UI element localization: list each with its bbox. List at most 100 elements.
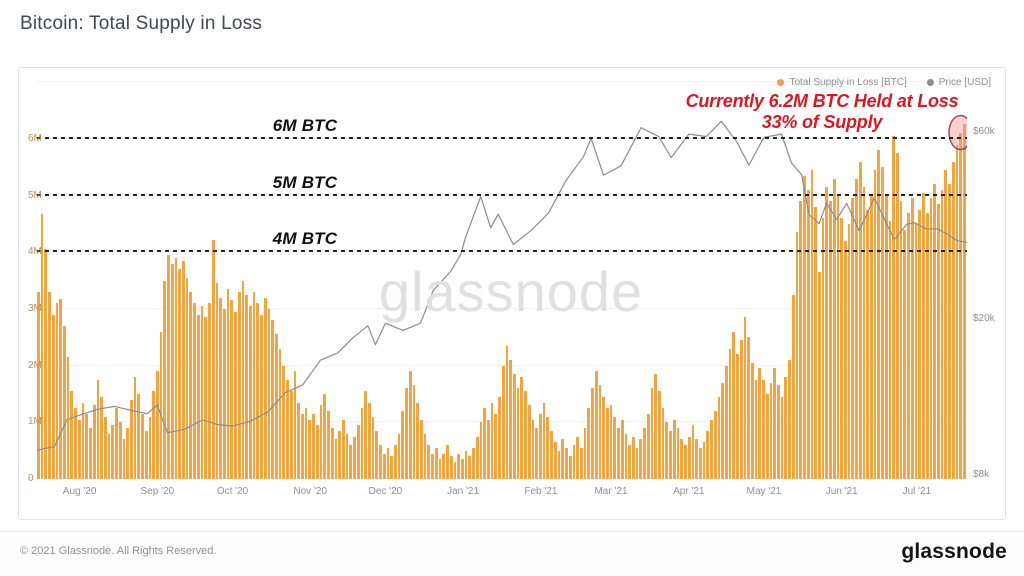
bar [271, 320, 274, 479]
bar [182, 260, 185, 479]
bar [754, 379, 758, 479]
bar [650, 388, 654, 479]
bar [881, 167, 884, 479]
bar [591, 388, 594, 479]
supply-dot-icon [777, 79, 785, 86]
bar [542, 402, 546, 479]
bar [516, 388, 520, 479]
bar [840, 218, 843, 479]
bar [66, 357, 70, 479]
bar [144, 430, 148, 479]
bar [870, 195, 873, 479]
y-left-tick: 4M [28, 246, 42, 258]
bar [862, 187, 866, 479]
bar [301, 413, 304, 479]
bar [721, 382, 724, 479]
bar [460, 459, 464, 479]
bar [632, 436, 635, 479]
bar [338, 430, 341, 479]
bar [434, 447, 438, 479]
bar [103, 416, 107, 479]
x-tick: Jul '21 [902, 486, 932, 497]
bar [513, 374, 516, 479]
bar [773, 368, 777, 479]
page-title: Bitcoin: Total Supply in Loss [20, 13, 263, 34]
bar [505, 345, 509, 479]
bar [803, 175, 806, 479]
bar [784, 376, 788, 479]
bar [654, 374, 658, 479]
bar [446, 445, 449, 479]
bar [37, 291, 40, 479]
bar [222, 308, 226, 479]
bar [702, 442, 706, 479]
bar [308, 419, 312, 479]
bar [698, 447, 702, 479]
bar [572, 445, 576, 479]
bar [226, 289, 230, 479]
bar [795, 232, 799, 479]
bar [724, 365, 728, 479]
bar [732, 331, 736, 479]
bar [204, 317, 208, 479]
bar [620, 419, 624, 479]
bar [278, 348, 282, 479]
legend-item-supply[interactable]: Total Supply in Loss [BTC] [777, 77, 907, 88]
bar [639, 439, 643, 479]
reference-label: 6M BTC [272, 115, 338, 135]
bar [211, 239, 215, 479]
annotation: Currently 6.2M BTC Held at Loss 33% of S… [639, 91, 1005, 133]
bar [739, 340, 743, 479]
bar [944, 170, 948, 479]
copyright-text: © 2021 Glassnode. All Rights Reserved. [20, 545, 217, 557]
bar [576, 436, 579, 479]
bar [553, 442, 557, 479]
reference-line [37, 250, 967, 253]
bar [438, 459, 442, 479]
bar [959, 133, 962, 479]
bar [680, 439, 684, 479]
bar [111, 425, 115, 479]
legend-item-price[interactable]: Price [USD] [926, 77, 991, 88]
bar [758, 368, 762, 479]
bar [63, 325, 66, 479]
bar [334, 439, 338, 479]
bar [483, 408, 486, 479]
bar [397, 433, 401, 479]
bar [401, 411, 405, 479]
bar [457, 453, 460, 479]
bar [379, 445, 382, 479]
legend-label-supply: Total Supply in Loss [BTC] [789, 77, 907, 88]
bar [899, 201, 903, 479]
bar [903, 229, 907, 479]
bar [520, 376, 524, 479]
y-left-tick: 2M [28, 359, 42, 371]
bar [330, 428, 334, 479]
bar [304, 408, 308, 479]
bar [873, 170, 877, 479]
bar [420, 419, 423, 479]
bar [241, 280, 245, 479]
bar [579, 447, 583, 479]
bar [762, 379, 765, 479]
bar [48, 291, 51, 479]
bar [658, 391, 661, 479]
y-left-tick: 1M [28, 416, 42, 428]
y-left-tick: 0 [28, 473, 34, 484]
x-tick: Oct '20 [216, 486, 249, 497]
bar [825, 187, 829, 479]
bar [624, 433, 628, 479]
bar [669, 430, 672, 479]
bar [486, 419, 490, 479]
bar [951, 161, 955, 479]
bar [141, 413, 144, 479]
bar [676, 428, 680, 479]
bar [922, 192, 925, 479]
bar [85, 413, 89, 479]
bar [728, 348, 732, 479]
bar [539, 413, 542, 479]
bar [501, 365, 505, 479]
bar [962, 123, 966, 479]
bar [360, 408, 364, 479]
bar [189, 291, 193, 479]
